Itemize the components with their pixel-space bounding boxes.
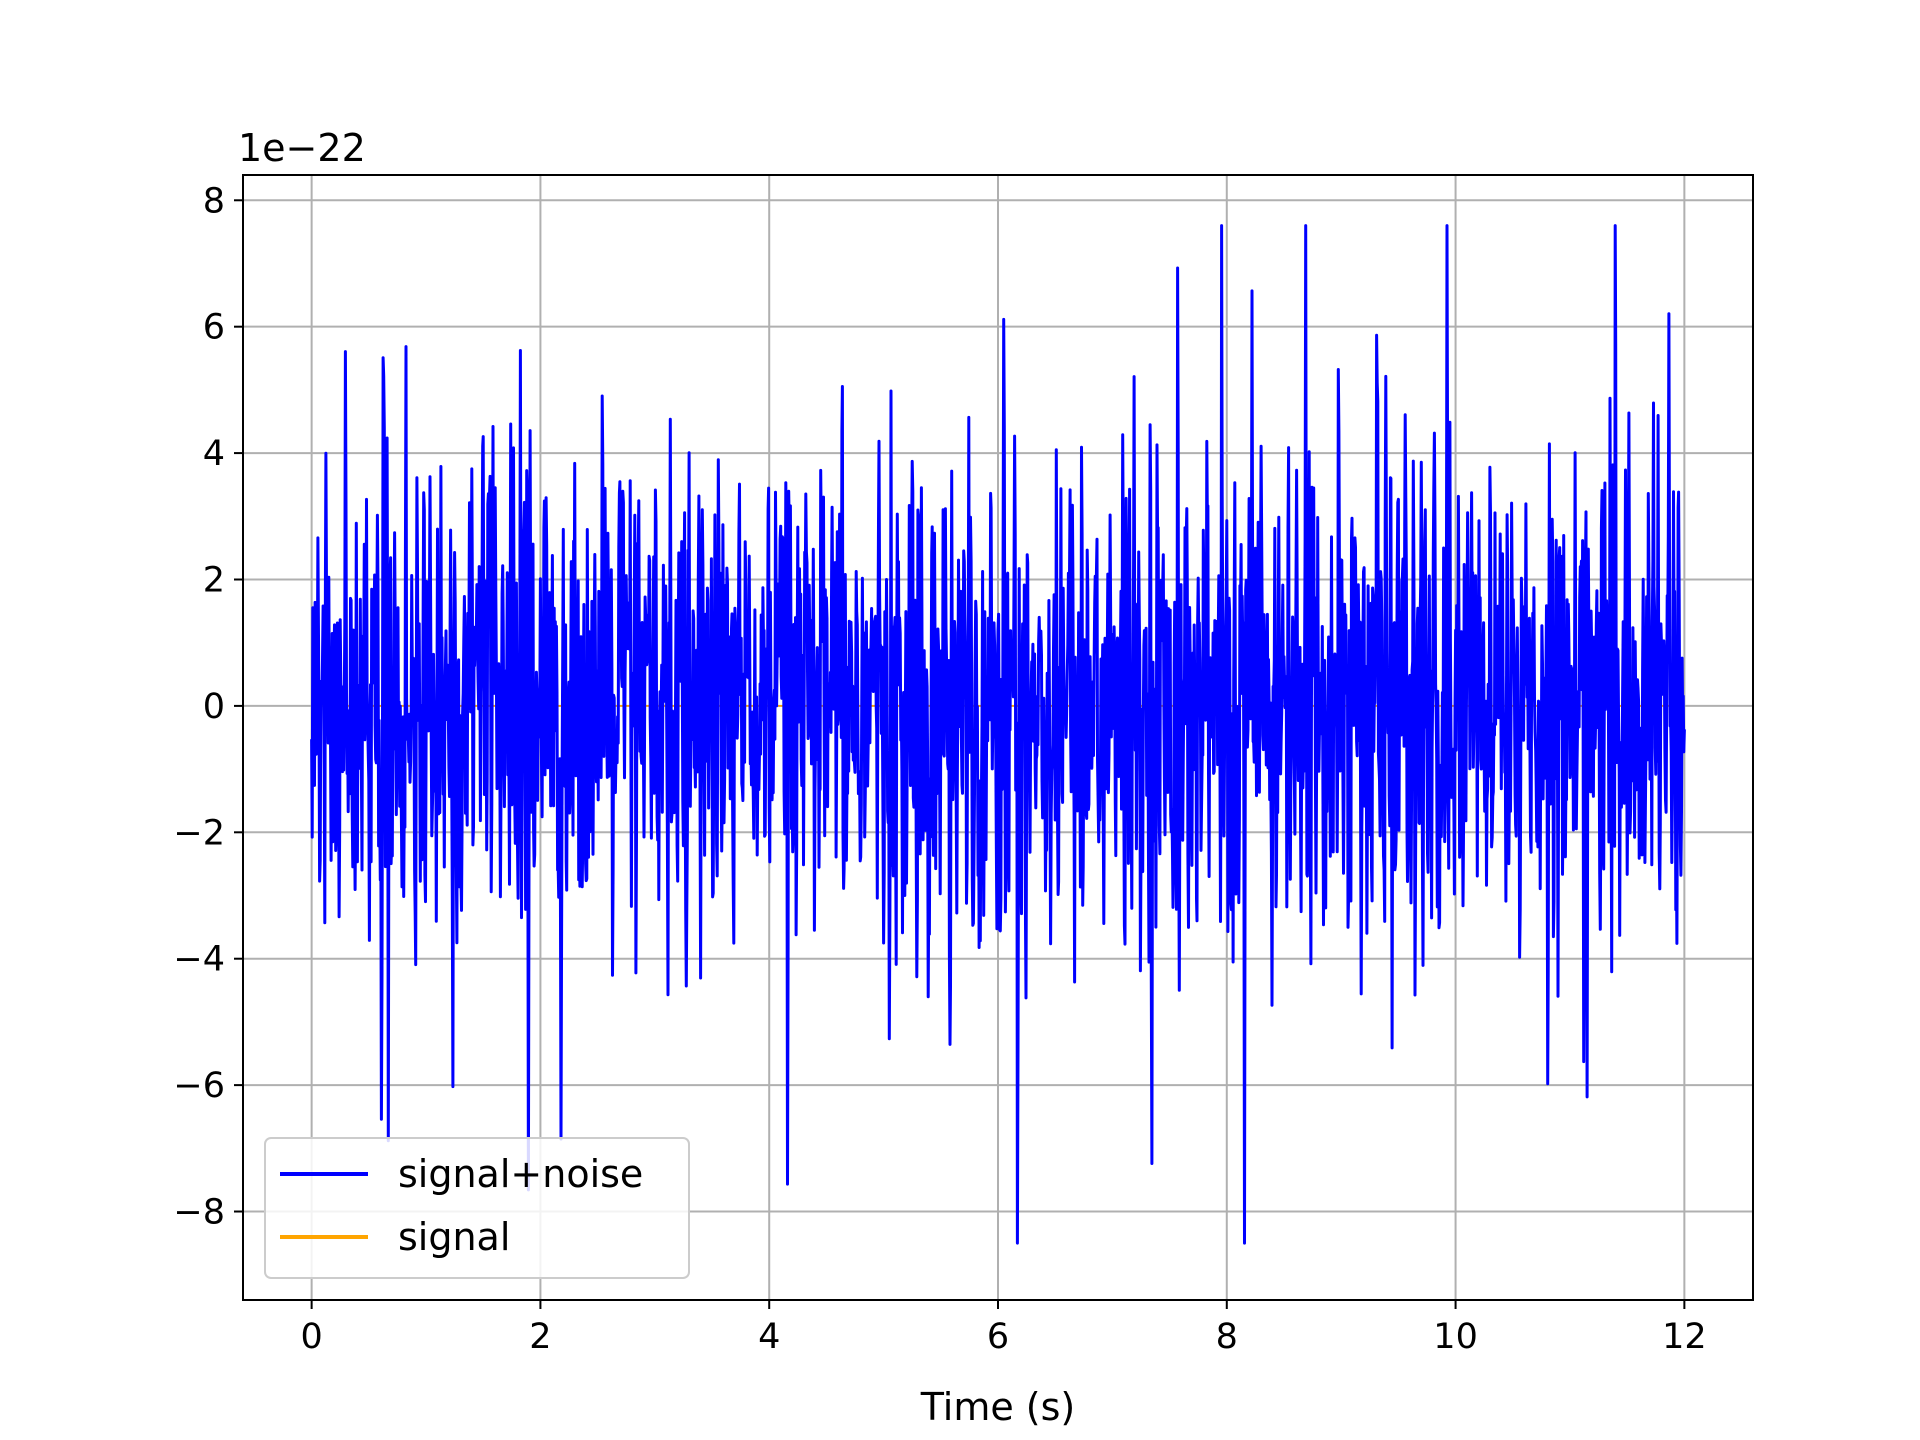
series-signal-noise-line: [310, 224, 1686, 1245]
plot-area: [310, 224, 1686, 1245]
x-axis: 0 2 4 6 8 10 12: [300, 1300, 1707, 1357]
y-tick-label: 0: [203, 687, 225, 727]
x-tick-label: 4: [758, 1317, 780, 1357]
legend: signal+noise signal: [264, 1137, 690, 1279]
y-tick-label: −6: [173, 1066, 225, 1106]
y-tick-label: 2: [203, 560, 225, 600]
legend-label-signal-noise: signal+noise: [398, 1152, 643, 1196]
y-tick-label: −4: [173, 940, 225, 980]
y-tick-label: −8: [173, 1193, 225, 1233]
x-tick-label: 12: [1662, 1317, 1707, 1357]
x-tick-label: 10: [1433, 1317, 1478, 1357]
x-tick-label: 0: [300, 1317, 322, 1357]
y-tick-label: −2: [173, 813, 225, 853]
legend-label-signal: signal: [398, 1215, 510, 1259]
y-tick-label: 6: [203, 308, 225, 348]
legend-box: [264, 1137, 690, 1279]
x-tick-label: 6: [987, 1317, 1009, 1357]
x-axis-label: Time (s): [920, 1385, 1076, 1429]
x-tick-label: 2: [529, 1317, 551, 1357]
y-axis: −8 −6 −4 −2 0 2 4 6 8: [173, 181, 243, 1233]
x-tick-label: 8: [1216, 1317, 1238, 1357]
y-tick-label: 4: [203, 434, 225, 474]
y-offset-label: 1e−22: [238, 126, 366, 170]
y-tick-label: 8: [203, 181, 225, 221]
